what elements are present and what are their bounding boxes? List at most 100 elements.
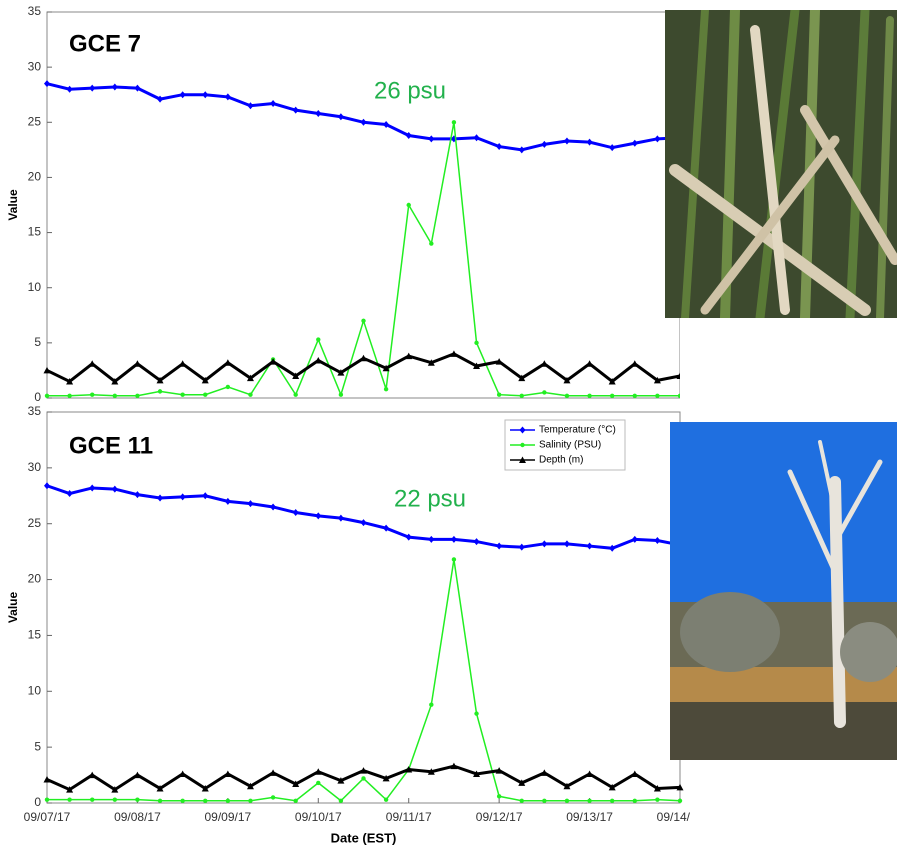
point	[360, 767, 367, 774]
point	[427, 768, 435, 775]
point	[586, 138, 593, 146]
point	[44, 80, 50, 88]
point	[632, 798, 637, 803]
point	[134, 84, 141, 92]
x-tick-label: 09/12/17	[476, 810, 523, 824]
point	[631, 139, 638, 147]
point	[586, 542, 593, 550]
point	[248, 392, 253, 397]
point	[270, 100, 277, 108]
point	[315, 109, 322, 117]
x-tick-label: 09/07/17	[24, 810, 71, 824]
x-tick-label: 09/10/17	[295, 810, 342, 824]
y-tick-label: 5	[34, 739, 41, 753]
point	[66, 490, 73, 498]
point	[540, 360, 548, 367]
point	[156, 376, 164, 384]
point	[518, 374, 526, 382]
y-tick-label: 35	[28, 4, 42, 18]
y-tick-label: 10	[28, 683, 42, 697]
point	[676, 372, 680, 379]
point	[586, 770, 594, 777]
point	[247, 500, 254, 508]
point	[89, 84, 96, 92]
point	[496, 143, 503, 151]
x-tick-label: 09/09/17	[204, 810, 251, 824]
point	[90, 797, 95, 802]
point	[450, 762, 458, 770]
point	[338, 392, 344, 397]
point	[428, 535, 435, 543]
point	[540, 769, 548, 776]
y-tick-label: 15	[28, 225, 42, 239]
point	[111, 786, 119, 793]
point	[519, 798, 524, 803]
point	[179, 493, 186, 501]
y-tick-label: 5	[34, 335, 41, 349]
point	[179, 360, 187, 367]
point	[134, 491, 141, 499]
y-axis-label: Value	[6, 189, 20, 221]
point	[427, 359, 435, 366]
point	[66, 786, 74, 793]
point	[293, 392, 298, 397]
point	[405, 352, 413, 360]
point	[586, 360, 594, 367]
point	[88, 360, 96, 367]
annotation: 22 psu	[394, 485, 466, 512]
point	[225, 384, 231, 390]
point	[224, 359, 232, 366]
y-tick-label: 30	[28, 460, 42, 474]
x-tick-label: 09/08/17	[114, 810, 161, 824]
point	[314, 357, 322, 364]
point	[314, 768, 322, 775]
point	[428, 135, 435, 143]
point	[473, 538, 480, 546]
point	[90, 392, 95, 397]
point	[429, 241, 434, 246]
point	[563, 137, 570, 145]
legend-marker	[520, 442, 525, 448]
point	[338, 798, 344, 803]
tree-photo	[670, 422, 897, 760]
point	[43, 366, 51, 374]
point	[316, 780, 321, 786]
point	[655, 393, 660, 398]
point	[655, 797, 660, 802]
point	[202, 91, 209, 99]
point	[450, 350, 458, 357]
y-tick-label: 35	[28, 404, 42, 418]
point	[292, 106, 299, 114]
point	[383, 524, 390, 532]
point	[224, 770, 232, 777]
annotation: 26 psu	[374, 77, 446, 104]
point	[246, 374, 254, 382]
point	[157, 494, 164, 502]
point	[269, 769, 277, 776]
point	[676, 783, 684, 791]
point	[496, 794, 502, 799]
point	[609, 544, 616, 552]
point	[66, 85, 73, 93]
point	[383, 797, 389, 802]
point	[43, 776, 51, 783]
point	[293, 798, 298, 803]
point	[360, 118, 367, 126]
point	[292, 780, 300, 788]
chart-title: GCE 11	[69, 432, 153, 459]
point	[44, 482, 50, 490]
grass-photo	[665, 10, 897, 318]
point	[180, 392, 185, 397]
legend-label: Salinity (PSU)	[539, 440, 601, 451]
point	[541, 540, 548, 548]
point	[179, 91, 186, 99]
point	[337, 777, 345, 784]
point	[270, 795, 276, 800]
x-tick-label: 09/14/17	[657, 810, 690, 824]
point	[224, 497, 231, 505]
y-tick-label: 10	[28, 280, 42, 294]
point	[518, 543, 525, 551]
point	[406, 202, 411, 208]
point	[157, 798, 163, 803]
